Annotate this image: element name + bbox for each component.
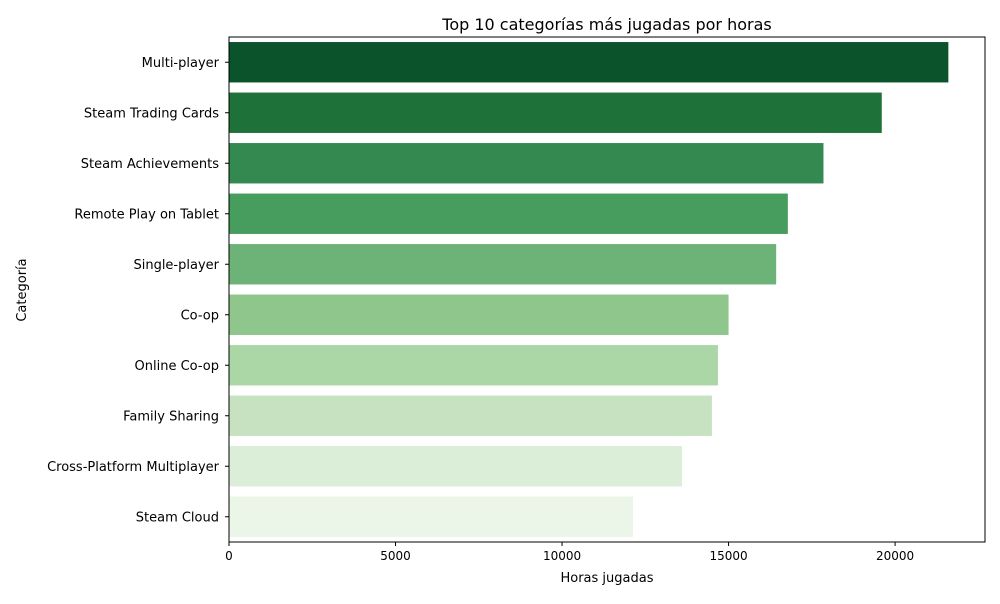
y-tick-label: Single-player (133, 258, 219, 273)
y-tick-label: Family Sharing (123, 409, 219, 424)
y-tick-labels: Multi-player Steam Trading Cards Steam Ach… (47, 56, 229, 525)
y-tick-label: Co-op (181, 308, 219, 323)
y-tick-label: Cross-Platform Multiplayer (47, 460, 220, 475)
y-tick-label: Online Co-op (135, 359, 219, 374)
bar-6 (229, 345, 718, 386)
bar-0 (229, 42, 949, 83)
axes-frame (228, 36, 986, 543)
x-axis-label: Horas jugadas (560, 571, 653, 586)
x-tick-label: 5000 (380, 549, 411, 563)
y-tick-label: Steam Achievements (81, 157, 219, 172)
bar-5 (229, 294, 729, 335)
y-tick-label: Steam Cloud (136, 510, 219, 525)
y-tick-label: Multi-player (142, 56, 220, 71)
x-tick-label: 20000 (876, 549, 914, 563)
bars-group (229, 42, 949, 537)
bar-3 (229, 193, 788, 234)
y-tick-label: Remote Play on Tablet (74, 207, 219, 222)
axes-border (228, 36, 986, 543)
bar-7 (229, 395, 712, 436)
chart-title: Top 10 categorías más jugadas por horas (441, 15, 771, 34)
y-tick-label: Steam Trading Cards (84, 106, 219, 121)
bar-2 (229, 143, 824, 184)
x-axis: 0 5000 10000 15000 20000 (225, 542, 914, 563)
bar-9 (229, 496, 633, 537)
x-tick-label: 15000 (709, 549, 747, 563)
bar-1 (229, 92, 882, 133)
y-axis-label: Categoría (15, 258, 30, 321)
bar-8 (229, 446, 682, 487)
x-tick-label: 0 (225, 549, 233, 563)
bar-4 (229, 244, 777, 285)
x-tick-label: 10000 (543, 549, 581, 563)
